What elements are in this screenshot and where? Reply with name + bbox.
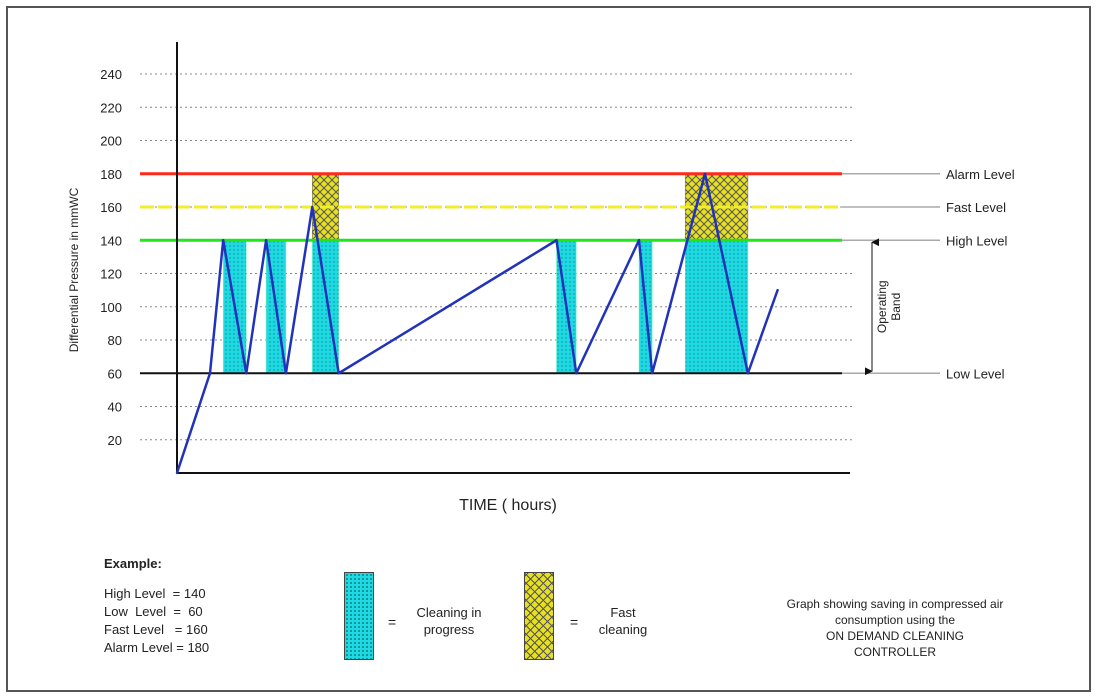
example-alarm-level: Alarm Level = 180	[104, 640, 210, 655]
x-axis-label: TIME ( hours)	[459, 497, 557, 514]
y-tick-label-140: 140	[100, 233, 122, 248]
fast-legend-line1: Fast	[610, 605, 636, 620]
series-point-0-13	[746, 372, 750, 375]
level-label-2: High Level	[946, 233, 1008, 248]
series-point-0-4	[264, 239, 268, 242]
series-point-0-3	[245, 372, 248, 375]
example-title: Example:	[104, 556, 162, 571]
fast-legend-label: Fast cleaning	[588, 604, 658, 638]
series-point-0-0	[175, 471, 179, 475]
level-label-0: Alarm Level	[946, 167, 1015, 182]
series-point-0-7	[337, 372, 340, 375]
graph-caption: Graph showing saving in compressed air c…	[700, 596, 1090, 660]
fast-legend-equals: =	[570, 614, 579, 630]
cleaning-legend-label: Cleaning in progress	[404, 604, 494, 638]
series-point-0-10	[637, 239, 641, 242]
y-tick-label-240: 240	[100, 67, 122, 82]
series-point-0-8	[555, 239, 558, 242]
fast-legend-swatch	[524, 572, 554, 660]
cleaning-legend-line1: Cleaning in	[416, 605, 482, 620]
operating-band-word-1: Band	[889, 293, 903, 321]
caption-line2: consumption using the	[834, 613, 956, 627]
operating-band-word-0: Operating	[875, 280, 889, 333]
operating-band-label: OperatingBand	[875, 280, 903, 333]
series-point-0-9	[575, 372, 578, 375]
caption-line1: Graph showing saving in compressed air	[786, 597, 1004, 611]
series-point-0-1	[208, 372, 212, 375]
y-tick-label-20: 20	[108, 433, 122, 448]
cleaning-legend-line2: progress	[423, 622, 475, 637]
y-tick-label-120: 120	[100, 267, 122, 282]
level-label-1: Fast Level	[946, 200, 1006, 215]
series-point-0-11	[651, 372, 654, 375]
series-point-0-2	[222, 239, 225, 242]
y-tick-label-180: 180	[100, 167, 122, 182]
example-low-level: Low Level = 60	[104, 604, 203, 619]
series-point-0-14	[776, 288, 779, 292]
cleaning-legend-swatch	[344, 572, 374, 660]
y-tick-label-40: 40	[108, 400, 122, 415]
chart-frame	[6, 6, 1091, 692]
cleaning-period-5	[684, 240, 749, 374]
y-tick-label-220: 220	[100, 100, 122, 115]
series-point-0-12	[703, 172, 707, 175]
level-label-3: Low Level	[946, 366, 1005, 381]
y-tick-label-200: 200	[100, 134, 122, 149]
y-tick-label-80: 80	[108, 333, 122, 348]
example-fast-level: Fast Level = 160	[104, 622, 208, 637]
caption-line4: CONTROLLER	[853, 645, 936, 659]
series-point-0-6	[311, 205, 314, 209]
series-point-0-5	[284, 372, 288, 375]
fast-legend-line2: cleaning	[598, 622, 648, 637]
cleaning-legend-equals: =	[388, 614, 397, 630]
y-tick-label-100: 100	[100, 300, 122, 315]
y-tick-label-160: 160	[100, 200, 122, 215]
caption-line3: ON DEMAND CLEANING	[825, 629, 965, 643]
y-tick-label-60: 60	[108, 366, 122, 381]
y-axis-label: Differential Pressure in mmWC	[67, 187, 81, 352]
example-high-level: High Level = 140	[104, 586, 206, 601]
